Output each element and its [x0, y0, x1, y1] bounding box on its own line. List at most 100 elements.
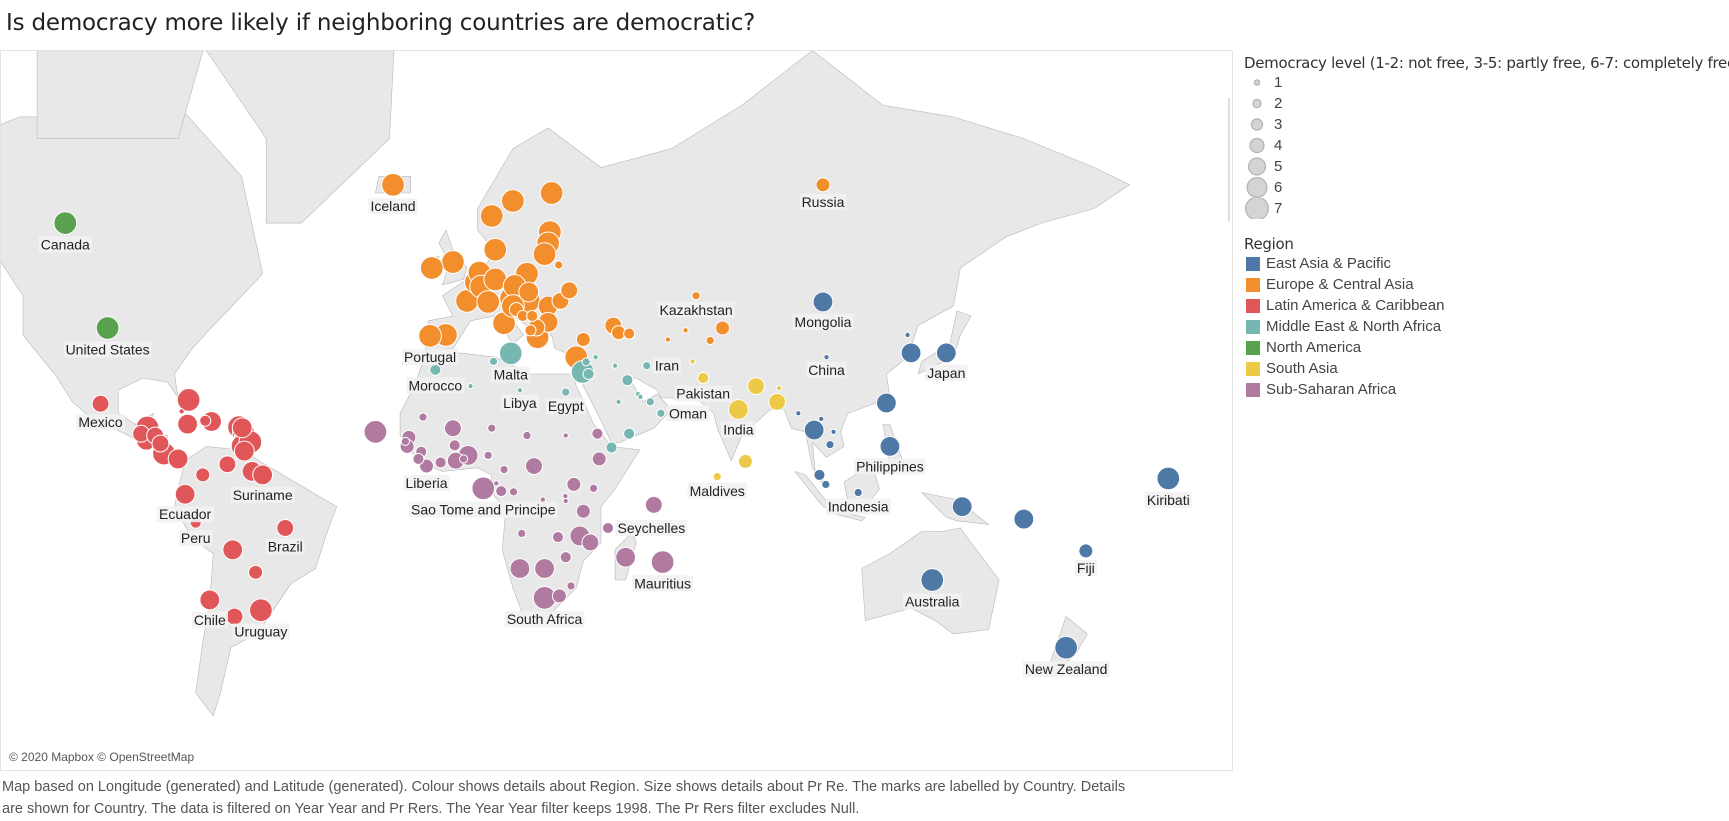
country-mark[interactable]: [900, 342, 922, 364]
country-mark-new-zealand[interactable]: [1054, 635, 1078, 660]
country-mark[interactable]: [458, 454, 469, 464]
country-mark-mongolia[interactable]: [812, 291, 834, 313]
country-mark-iran[interactable]: [642, 361, 652, 371]
country-mark[interactable]: [526, 309, 539, 323]
country-mark[interactable]: [768, 392, 787, 411]
country-mark[interactable]: [218, 455, 237, 474]
country-mark[interactable]: [588, 483, 599, 493]
region-legend-item[interactable]: Sub-Saharan Africa: [1244, 379, 1729, 400]
country-mark[interactable]: [222, 539, 244, 561]
country-mark[interactable]: [434, 456, 447, 469]
country-mark[interactable]: [575, 332, 591, 348]
country-mark[interactable]: [412, 452, 425, 465]
country-mark[interactable]: [479, 204, 504, 228]
country-mark-morocco[interactable]: [429, 363, 442, 376]
country-mark[interactable]: [623, 427, 636, 440]
country-mark[interactable]: [615, 398, 622, 405]
country-mark[interactable]: [645, 397, 655, 407]
country-mark-chile[interactable]: [199, 589, 221, 611]
country-mark[interactable]: [591, 451, 607, 467]
country-mark[interactable]: [488, 356, 499, 367]
country-mark[interactable]: [539, 181, 564, 205]
country-mark[interactable]: [363, 420, 388, 444]
country-mark-portugal[interactable]: [418, 324, 442, 348]
country-mark[interactable]: [195, 467, 211, 483]
country-mark-canada[interactable]: [53, 211, 78, 235]
country-mark[interactable]: [582, 367, 595, 381]
country-mark[interactable]: [559, 551, 572, 564]
country-mark[interactable]: [448, 439, 461, 452]
country-mark[interactable]: [495, 485, 508, 498]
country-mark-kazakhstan[interactable]: [691, 291, 701, 301]
country-mark[interactable]: [483, 237, 508, 262]
country-mark[interactable]: [441, 250, 465, 274]
country-mark-fiji[interactable]: [1078, 543, 1094, 559]
country-mark[interactable]: [501, 189, 525, 213]
country-mark-china[interactable]: [823, 354, 830, 361]
country-mark[interactable]: [644, 495, 663, 514]
country-mark[interactable]: [400, 436, 410, 446]
country-mark[interactable]: [532, 242, 557, 266]
country-mark[interactable]: [199, 414, 212, 427]
country-mark-philippines[interactable]: [879, 435, 901, 457]
country-mark-libya[interactable]: [516, 386, 524, 394]
country-mark[interactable]: [605, 441, 618, 454]
size-legend-item[interactable]: 6: [1244, 177, 1729, 198]
region-legend-item[interactable]: South Asia: [1244, 358, 1729, 379]
country-mark[interactable]: [575, 503, 591, 519]
country-mark[interactable]: [499, 464, 509, 475]
country-mark[interactable]: [487, 423, 497, 433]
country-mark[interactable]: [682, 327, 689, 334]
region-legend-item[interactable]: Middle East & North Africa: [1244, 316, 1729, 337]
country-mark[interactable]: [151, 434, 170, 453]
country-mark-australia[interactable]: [920, 568, 945, 592]
country-mark-uruguay[interactable]: [249, 598, 273, 623]
country-mark[interactable]: [522, 430, 532, 441]
country-mark[interactable]: [525, 457, 543, 475]
country-mark[interactable]: [615, 546, 637, 568]
region-legend-item[interactable]: Europe & Central Asia: [1244, 274, 1729, 295]
country-mark-sao-tome-and-principe[interactable]: [471, 476, 496, 501]
country-mark-maldives[interactable]: [712, 472, 722, 482]
country-mark[interactable]: [554, 260, 564, 270]
country-mark[interactable]: [176, 388, 201, 412]
country-mark[interactable]: [248, 564, 264, 580]
country-mark[interactable]: [795, 410, 802, 417]
map-view[interactable]: Canada United States Iceland Portugal Malta K…: [0, 50, 1233, 771]
country-mark[interactable]: [813, 468, 826, 481]
country-mark-suriname[interactable]: [252, 464, 274, 486]
country-mark-japan[interactable]: [935, 342, 957, 364]
country-mark[interactable]: [591, 427, 604, 440]
country-mark-india[interactable]: [727, 399, 749, 420]
country-mark[interactable]: [225, 607, 244, 626]
country-mark-russia[interactable]: [815, 177, 831, 193]
country-mark-mexico[interactable]: [91, 394, 110, 413]
country-mark[interactable]: [705, 335, 715, 346]
country-mark-mauritius[interactable]: [650, 550, 675, 574]
country-mark[interactable]: [747, 377, 765, 396]
size-legend-item[interactable]: 4: [1244, 135, 1729, 156]
country-mark[interactable]: [509, 558, 531, 579]
region-legend-item[interactable]: East Asia & Pacific: [1244, 253, 1729, 274]
country-mark[interactable]: [592, 354, 599, 361]
country-mark[interactable]: [611, 362, 619, 369]
country-mark[interactable]: [621, 374, 634, 387]
country-mark[interactable]: [566, 476, 582, 492]
country-mark[interactable]: [231, 417, 253, 439]
country-mark[interactable]: [562, 432, 569, 439]
map-canvas[interactable]: Canada United States Iceland Portugal Malta K…: [1, 51, 1233, 771]
region-legend-item[interactable]: North America: [1244, 337, 1729, 358]
map-scrollbar[interactable]: [1228, 98, 1230, 221]
country-mark[interactable]: [1013, 508, 1035, 530]
country-mark[interactable]: [508, 487, 519, 497]
size-legend-item[interactable]: 7: [1244, 198, 1729, 219]
country-mark[interactable]: [566, 581, 576, 591]
country-mark[interactable]: [715, 320, 731, 336]
size-legend-item[interactable]: 2: [1244, 93, 1729, 114]
country-mark[interactable]: [876, 392, 897, 414]
country-mark[interactable]: [821, 479, 831, 490]
country-mark[interactable]: [177, 413, 198, 435]
country-mark[interactable]: [534, 558, 555, 579]
country-mark-seychelles[interactable]: [601, 521, 615, 535]
country-mark[interactable]: [483, 450, 493, 460]
